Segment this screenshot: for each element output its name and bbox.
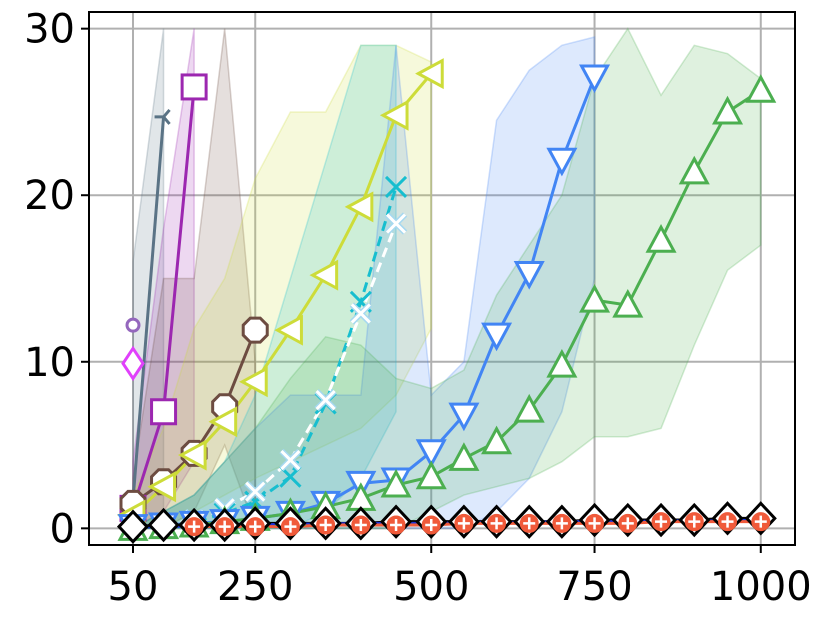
series-line bbox=[131, 72, 433, 517]
data-point bbox=[684, 512, 704, 532]
data-point bbox=[380, 468, 412, 498]
data-point bbox=[241, 316, 269, 344]
y-tick-label: 20 bbox=[24, 173, 75, 219]
data-point bbox=[415, 58, 444, 90]
data-point bbox=[751, 512, 771, 532]
axis-ticks: 50 250 500 750 1000 0 10 20 30 bbox=[24, 7, 812, 610]
data-point bbox=[546, 348, 578, 378]
x-tick-label: 50 bbox=[108, 564, 159, 610]
data-point bbox=[344, 191, 374, 223]
data-point bbox=[177, 439, 207, 471]
data-point bbox=[513, 261, 545, 290]
y-tick-label: 0 bbox=[50, 506, 75, 552]
data-point bbox=[481, 322, 513, 352]
data-point bbox=[678, 155, 710, 185]
data-point bbox=[121, 345, 145, 382]
data-point bbox=[351, 515, 371, 535]
data-point bbox=[384, 175, 408, 198]
data-point bbox=[239, 366, 268, 398]
data-point bbox=[147, 471, 177, 503]
data-point bbox=[481, 425, 513, 455]
data-point bbox=[651, 512, 671, 532]
data-point bbox=[712, 95, 744, 125]
data-point bbox=[454, 513, 474, 533]
x-tick-label: 250 bbox=[217, 564, 293, 610]
data-point bbox=[519, 513, 539, 533]
x-tick-label: 500 bbox=[393, 564, 469, 610]
data-point bbox=[386, 515, 406, 535]
data-point bbox=[612, 289, 644, 318]
data-point bbox=[384, 212, 408, 235]
data-point bbox=[349, 302, 372, 325]
data-point bbox=[309, 259, 339, 291]
data-point bbox=[279, 448, 302, 472]
data-point bbox=[154, 108, 171, 125]
data-point bbox=[125, 317, 141, 333]
data-point bbox=[316, 515, 336, 535]
data-point bbox=[718, 512, 738, 532]
data-point bbox=[184, 517, 204, 537]
x-tick-label: 1000 bbox=[710, 564, 812, 610]
series-markers bbox=[116, 58, 777, 544]
data-point bbox=[215, 517, 235, 537]
y-tick-label: 30 bbox=[24, 7, 75, 53]
data-point bbox=[579, 284, 611, 313]
data-point bbox=[745, 74, 777, 103]
data-point bbox=[585, 513, 605, 533]
data-point bbox=[379, 99, 409, 131]
data-point bbox=[244, 480, 267, 503]
data-point bbox=[274, 314, 303, 346]
data-point bbox=[645, 224, 677, 253]
data-point bbox=[415, 460, 447, 490]
plot-area-frame bbox=[88, 11, 796, 546]
data-point bbox=[579, 64, 611, 94]
y-tick-label: 10 bbox=[24, 340, 75, 386]
x-tick-label: 750 bbox=[556, 564, 632, 610]
data-point bbox=[546, 147, 578, 177]
data-point bbox=[448, 442, 480, 471]
data-point bbox=[448, 402, 480, 432]
data-point bbox=[314, 388, 337, 412]
data-point bbox=[618, 513, 638, 533]
data-point bbox=[116, 509, 150, 544]
confidence-bands bbox=[132, 27, 762, 530]
data-point bbox=[150, 398, 178, 426]
data-point bbox=[180, 73, 208, 101]
data-point bbox=[487, 513, 507, 533]
series-line bbox=[131, 116, 166, 501]
data-point bbox=[280, 517, 300, 537]
data-point bbox=[421, 515, 441, 535]
confidence-band bbox=[132, 27, 762, 530]
data-point bbox=[245, 517, 265, 537]
data-point bbox=[552, 513, 572, 533]
data-point bbox=[415, 439, 447, 468]
confidence-band bbox=[132, 44, 432, 530]
data-point bbox=[208, 406, 238, 438]
data-point bbox=[513, 393, 545, 423]
data-point bbox=[147, 507, 180, 543]
